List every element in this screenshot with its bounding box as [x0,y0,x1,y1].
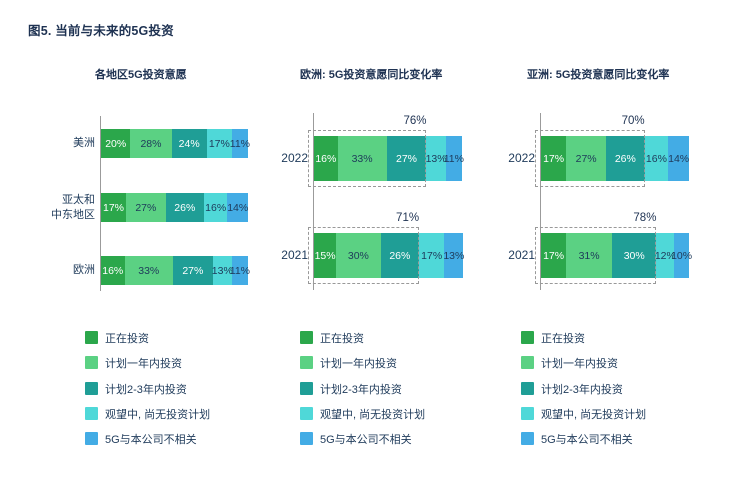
category-label-regions: 亚太和 中东地区 [51,194,95,221]
legend-swatch-plan-2-3-years [300,381,313,395]
category-label-europe-yoy: 2021 [281,247,308,262]
legend-label-not-relevant: 5G与本公司不相关 [320,434,412,447]
bar-segment: 30% [612,233,657,278]
bar-segment: 28% [130,129,172,158]
legend-label-investing-now: 正在投资 [105,333,149,345]
legend-swatch-wait-and-see [85,406,98,420]
bar-segment: 13% [426,136,447,181]
category-label-asia-yoy: 2022 [508,150,535,165]
legend-label-wait-and-see: 观望中, 尚无投资计划 [105,408,211,421]
legend-label-not-relevant: 5G与本公司不相关 [541,434,633,447]
axis-line-regions [100,116,101,291]
bar-segment: 14% [668,136,689,181]
legend-swatch-plan-2-3-years [521,381,534,395]
bar-segment: 30% [336,233,381,278]
bar-segment: 12% [655,233,676,278]
bar-segment: 17% [101,193,126,222]
legend-label-investing-now: 正在投资 [320,333,364,345]
legend-label-plan-within-1-year: 计划一年内投资 [541,358,618,371]
legend-label-plan-2-3-years: 计划2-3年内投资 [105,383,187,396]
bracket-label: 70% [621,115,645,127]
legend-swatch-investing-now [300,331,313,344]
panel-title-regions: 各地区5G投资意愿 [95,69,187,81]
category-label-europe-yoy: 2022 [281,150,308,165]
category-label-regions: 欧洲 [73,264,95,277]
bar-segment: 16% [644,136,669,181]
bar-segment: 16% [101,256,125,285]
bar-segment: 24% [171,129,207,158]
panel-title-asia-yoy: 亚洲: 5G投资意愿同比变化率 [527,69,670,81]
bar-segment: 27% [173,256,213,285]
bar-segment: 17% [419,233,445,278]
bar-segment: 33% [337,136,387,181]
bar-segment: 15% [314,233,337,278]
legend-label-not-relevant: 5G与本公司不相关 [105,434,197,447]
bracket-label: 76% [403,115,427,127]
legend-swatch-plan-within-1-year [300,356,313,370]
legend-label-investing-now: 正在投资 [541,333,585,345]
bar-segment: 31% [566,233,613,278]
legend-label-plan-within-1-year: 计划一年内投资 [105,358,182,371]
bar-segment: 16% [314,136,338,181]
bar-segment: 27% [386,136,427,181]
axis-line-europe-yoy [313,113,314,290]
bar-segment: 26% [380,233,420,278]
legend-label-plan-2-3-years: 计划2-3年内投资 [541,383,623,396]
bar-segment: 26% [606,136,645,181]
bar-segment: 16% [203,193,228,222]
legend-swatch-not-relevant [300,432,313,446]
bar-segment: 11% [230,256,250,285]
bar-segment: 33% [124,256,174,285]
bar-segment: 13% [443,233,464,278]
bar-segment: 26% [165,193,204,222]
bracket-label: 71% [396,212,420,224]
bar-segment: 11% [444,136,464,181]
bar-segment: 17% [541,233,567,278]
bracket-box [308,227,420,284]
bar-segment: 11% [230,129,250,158]
bar-segment: 14% [227,193,248,222]
category-label-asia-yoy: 2021 [508,247,535,262]
bar-segment: 17% [206,129,232,158]
panel-title-europe-yoy: 欧洲: 5G投资意愿同比变化率 [300,69,443,81]
legend-swatch-plan-within-1-year [521,356,534,370]
legend-swatch-investing-now [521,331,534,344]
bar-segment: 27% [125,193,166,222]
bar-segment: 27% [566,136,607,181]
bracket-box [308,130,427,187]
legend-label-plan-2-3-years: 计划2-3年内投资 [320,383,402,396]
bar-segment: 17% [541,136,567,181]
legend-swatch-not-relevant [85,432,98,446]
bar-segment: 13% [212,256,233,285]
bracket-box [535,227,657,284]
legend-swatch-investing-now [85,331,98,344]
legend-swatch-plan-within-1-year [85,356,98,370]
bracket-label: 78% [633,212,657,224]
bar-segment: 10% [671,233,692,278]
figure-title: 图5. 当前与未来的5G投资 [28,24,174,38]
legend-label-wait-and-see: 观望中, 尚无投资计划 [320,408,426,421]
legend-label-wait-and-see: 观望中, 尚无投资计划 [541,408,647,421]
legend-swatch-wait-and-see [300,406,313,420]
legend-label-plan-within-1-year: 计划一年内投资 [320,358,397,371]
bracket-box [535,130,645,187]
legend-swatch-plan-2-3-years [85,381,98,395]
category-label-regions: 美洲 [73,137,95,150]
legend-swatch-wait-and-see [521,406,534,420]
legend-swatch-not-relevant [521,432,534,446]
bar-segment: 20% [101,129,131,158]
axis-line-asia-yoy [540,113,541,290]
